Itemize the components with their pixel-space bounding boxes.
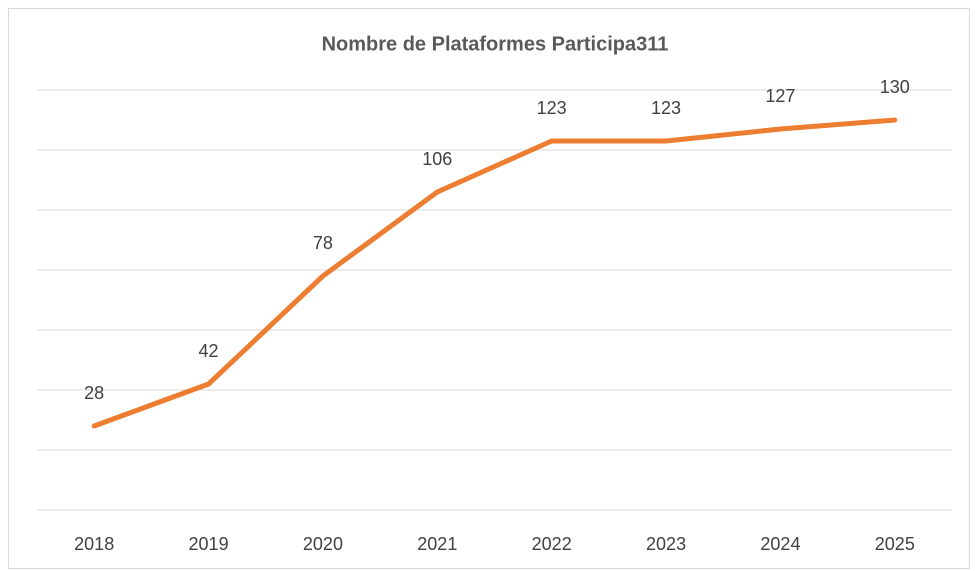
data-label: 127 — [765, 86, 795, 106]
data-label: 42 — [199, 341, 219, 361]
x-tick-label: 2021 — [417, 534, 457, 554]
x-tick-label: 2022 — [532, 534, 572, 554]
x-tick-label: 2023 — [646, 534, 686, 554]
x-tick-label: 2019 — [189, 534, 229, 554]
x-tick-label: 2025 — [875, 534, 915, 554]
data-label: 28 — [84, 383, 104, 403]
data-label: 78 — [313, 233, 333, 253]
x-tick-label: 2020 — [303, 534, 343, 554]
data-label: 130 — [880, 77, 910, 97]
data-line — [91, 117, 898, 429]
data-label: 106 — [422, 149, 452, 169]
x-tick-label: 2018 — [74, 534, 114, 554]
chart-frame — [8, 8, 970, 569]
data-label: 123 — [537, 98, 567, 118]
chart-title: Nombre de Plataformes Participa311 — [322, 33, 669, 55]
data-label: 123 — [651, 98, 681, 118]
x-tick-label: 2024 — [760, 534, 800, 554]
